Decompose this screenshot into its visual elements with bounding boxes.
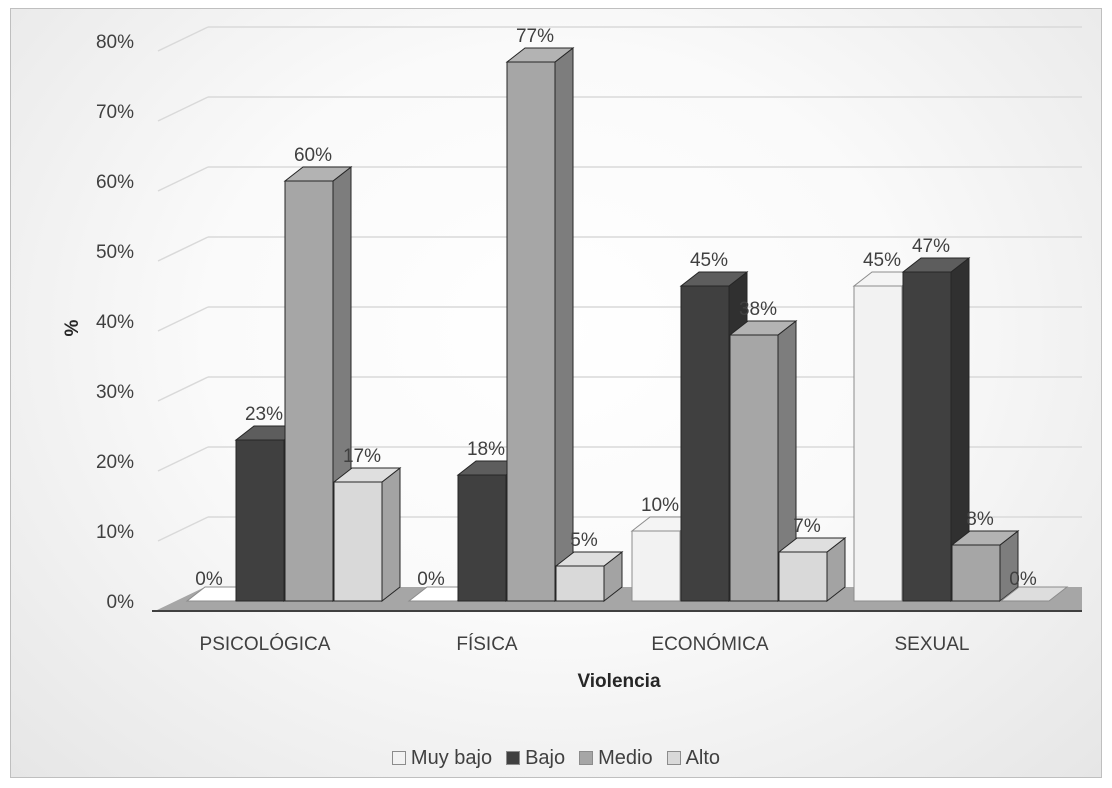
legend-swatch — [579, 751, 594, 765]
data-label: 45% — [690, 250, 728, 271]
data-label: 17% — [343, 446, 381, 467]
x-tick-label: ECONÓMICA — [651, 633, 769, 655]
bar — [554, 550, 624, 603]
legend-label: Alto — [685, 746, 721, 769]
data-label: 77% — [516, 26, 554, 47]
data-label: 8% — [966, 509, 994, 530]
data-label: 10% — [641, 495, 679, 516]
legend-item: Muy bajo — [391, 746, 493, 770]
x-axis-title: Violencia — [577, 671, 661, 692]
gridline — [157, 26, 1082, 52]
y-tick-label: 50% — [96, 242, 134, 263]
gridline — [157, 236, 1082, 262]
y-tick-label: 60% — [96, 172, 134, 193]
data-label: 5% — [570, 530, 598, 551]
gridline — [157, 166, 1082, 192]
x-tick-label: SEXUAL — [895, 634, 970, 655]
bar — [777, 536, 847, 603]
y-tick-label: 70% — [96, 102, 134, 123]
bar — [950, 529, 1020, 603]
chart-legend: Muy bajo Bajo Medio Alto — [0, 744, 1112, 772]
data-label: 7% — [793, 516, 821, 537]
legend-label: Muy bajo — [410, 746, 493, 769]
data-label: 45% — [863, 250, 901, 271]
x-tick-label: FÍSICA — [456, 634, 518, 655]
legend-item: Bajo — [506, 747, 565, 770]
gridline — [157, 96, 1082, 122]
y-tick-label: 20% — [96, 452, 134, 473]
legend-swatch — [666, 751, 681, 765]
legend-swatch — [391, 751, 406, 765]
bar — [505, 46, 575, 603]
legend-swatch — [506, 751, 521, 765]
y-tick-label: 10% — [96, 522, 134, 543]
bar — [332, 466, 402, 603]
data-label: 23% — [245, 404, 283, 425]
y-axis-title: % — [62, 319, 83, 336]
x-tick-label: PSICOLÓGICA — [200, 633, 331, 655]
data-label: 38% — [739, 299, 777, 320]
legend-label: Medio — [598, 746, 653, 769]
y-tick-label: 80% — [96, 32, 134, 53]
legend-item: Medio — [579, 746, 653, 770]
legend-label: Bajo — [525, 746, 566, 769]
data-label: 0% — [1009, 569, 1037, 590]
data-label: 0% — [195, 569, 223, 590]
y-tick-label: 30% — [96, 382, 134, 403]
data-label: 0% — [417, 569, 445, 590]
data-label: 60% — [294, 145, 332, 166]
data-label: 18% — [467, 439, 505, 460]
legend-item: Alto — [666, 746, 721, 770]
y-tick-label: 40% — [96, 312, 134, 333]
y-tick-label: 0% — [107, 592, 135, 613]
bar — [999, 586, 1069, 602]
bar — [901, 256, 971, 603]
data-label: 47% — [912, 236, 950, 257]
